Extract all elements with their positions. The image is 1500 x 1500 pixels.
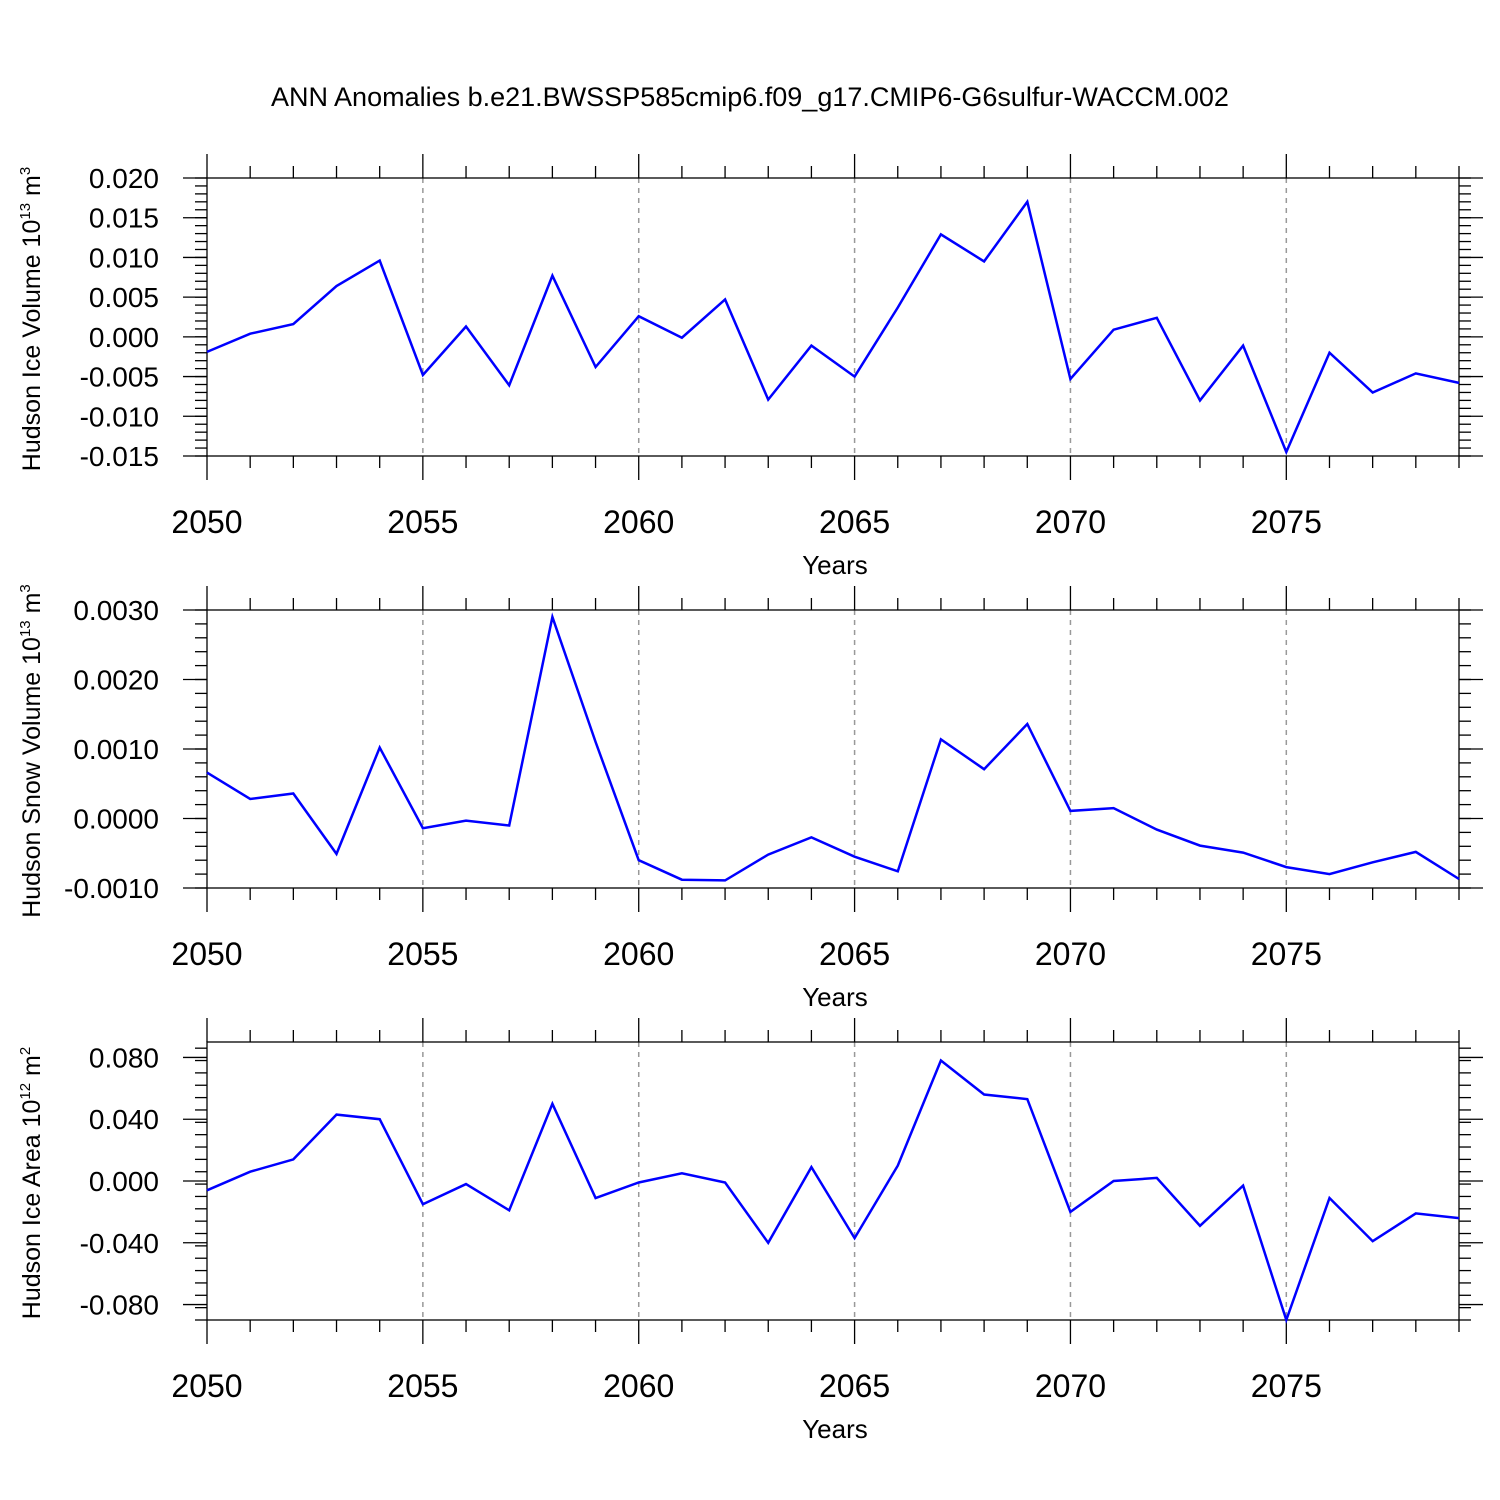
y-axis-label: Hudson Ice Volume 1013 m3 — [17, 167, 46, 471]
y-tick-label: -0.0010 — [64, 873, 159, 904]
panel-2: 0.0030 0.0020 0.0010 0.0000 -0.0010 2050 2055 2… — [17, 584, 1483, 1012]
x-tick-label: 2060 — [603, 1368, 674, 1404]
series-line — [206, 612, 1460, 882]
x-tick-label: 2070 — [1035, 504, 1106, 540]
x-tick-label: 2075 — [1251, 504, 1322, 540]
y-tick-label: 0.0030 — [73, 595, 159, 626]
y-tick-label: 0.080 — [89, 1042, 159, 1073]
y-tick-label: 0.000 — [89, 322, 159, 353]
x-tick-label: 2055 — [387, 504, 458, 540]
x-tick-label: 2050 — [171, 504, 242, 540]
x-tick-label: 2065 — [819, 504, 890, 540]
x-tick-label: 2050 — [171, 1368, 242, 1404]
plot-frame — [206, 177, 1460, 457]
x-tick-label: 2075 — [1251, 936, 1322, 972]
y-tick-label: 0.0010 — [73, 734, 159, 765]
series-line — [206, 198, 1460, 456]
x-axis-label: Years — [802, 1414, 868, 1444]
x-tick-label: 2055 — [387, 936, 458, 972]
panel-3: 0.080 0.040 0.000 -0.040 -0.080 2050 2055 2060 2… — [17, 1018, 1483, 1444]
y-tick-label: 0.020 — [89, 163, 159, 194]
x-axis-label: Years — [802, 982, 868, 1012]
series-line — [206, 1058, 1460, 1324]
y-axis-label: Hudson Snow Volume 1013 m3 — [17, 584, 46, 918]
y-tick-label: 0.040 — [89, 1104, 159, 1135]
y-tick-label: -0.010 — [80, 401, 159, 432]
x-tick-label: 2065 — [819, 1368, 890, 1404]
chart-title: ANN Anomalies b.e21.BWSSP585cmip6.f09_g1… — [271, 82, 1229, 112]
y-tick-label: 0.0000 — [73, 804, 159, 835]
y-tick-label: 0.015 — [89, 203, 159, 234]
x-tick-label: 2070 — [1035, 936, 1106, 972]
y-tick-label: -0.005 — [80, 362, 159, 393]
panels: 0.020 0.015 0.010 0.005 0.000 -0.005 -0.010 -0.… — [17, 154, 1483, 1444]
x-tick-label: 2060 — [603, 504, 674, 540]
x-tick-label: 2060 — [603, 936, 674, 972]
x-tick-label: 2050 — [171, 936, 242, 972]
y-axis-label: Hudson Ice Area 1012 m2 — [17, 1047, 46, 1319]
x-tick-label: 2070 — [1035, 1368, 1106, 1404]
x-tick-label: 2075 — [1251, 1368, 1322, 1404]
plot-frame — [206, 1041, 1460, 1321]
y-tick-label: -0.040 — [80, 1228, 159, 1259]
x-axis-label: Years — [802, 550, 868, 580]
y-tick-label: 0.010 — [89, 242, 159, 273]
x-tick-label: 2055 — [387, 1368, 458, 1404]
y-tick-label: -0.015 — [80, 441, 159, 472]
x-tick-label: 2065 — [819, 936, 890, 972]
y-tick-label: 0.005 — [89, 282, 159, 313]
y-tick-label: 0.0020 — [73, 665, 159, 696]
panel-1: 0.020 0.015 0.010 0.005 0.000 -0.005 -0.010 -0.… — [17, 154, 1483, 580]
y-tick-label: 0.000 — [89, 1166, 159, 1197]
y-tick-label: -0.080 — [80, 1290, 159, 1321]
